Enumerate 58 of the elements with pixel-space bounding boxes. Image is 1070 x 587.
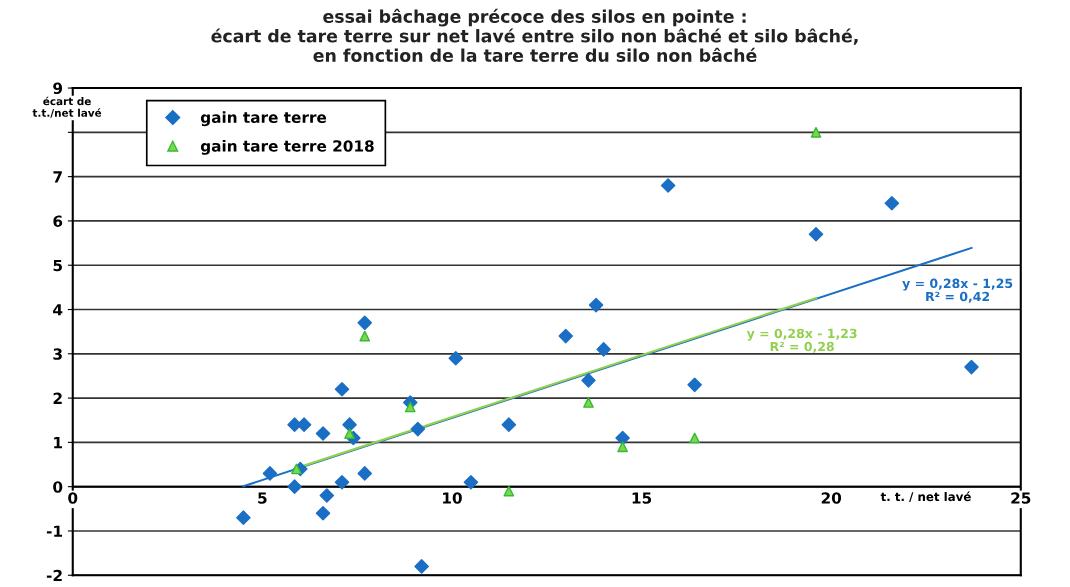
- point: [287, 479, 302, 494]
- y-tick-label: 6: [53, 215, 63, 227]
- point: [687, 377, 702, 393]
- point: [810, 126, 822, 138]
- x-axis-title: t. t. / net lavé: [880, 491, 971, 503]
- point: [596, 342, 611, 357]
- point: [342, 417, 357, 432]
- y-tick-label: -2: [46, 569, 62, 582]
- point: [357, 315, 373, 331]
- legend-label: gain tare terre 2018: [200, 139, 374, 155]
- point: [334, 381, 350, 397]
- point: [359, 330, 371, 342]
- point: [404, 401, 416, 413]
- y-axis-title: écart de t.t./net lavé: [32, 96, 102, 118]
- y-tick-label: 2: [53, 392, 62, 404]
- point: [583, 397, 594, 408]
- point: [617, 441, 628, 453]
- x-tick-label: 15: [632, 492, 652, 504]
- point: [964, 359, 979, 375]
- x-tick-label: 0: [68, 492, 78, 504]
- point: [463, 474, 479, 490]
- point: [410, 421, 426, 437]
- x-tick-label: 20: [821, 492, 842, 504]
- point: [357, 466, 373, 481]
- y-tick-label: 0: [53, 481, 63, 493]
- point: [448, 350, 464, 366]
- legend-label: gain tare terre: [200, 111, 327, 127]
- x-tick-label: 25: [1011, 492, 1031, 504]
- point: [262, 466, 278, 481]
- annotation: y = 0,28x - 1,23 R² = 0,28: [746, 328, 857, 353]
- point: [315, 505, 331, 521]
- point: [689, 432, 701, 444]
- point: [808, 226, 824, 242]
- y-tick-label: 4: [53, 304, 63, 316]
- y-tick-label: 9: [53, 82, 63, 95]
- point: [291, 463, 302, 475]
- y-tick-label: 3: [53, 348, 62, 360]
- x-tick-label: 5: [258, 492, 267, 504]
- point: [588, 297, 604, 313]
- y-tick-label: -1: [46, 525, 62, 537]
- annotation: y = 0,28x - 1,25 R² = 0,42: [902, 278, 1013, 303]
- point: [660, 178, 676, 193]
- point: [334, 474, 350, 490]
- point: [319, 488, 335, 503]
- point: [501, 417, 517, 432]
- point: [315, 426, 331, 441]
- point: [581, 373, 596, 388]
- y-tick-label: 7: [53, 171, 62, 183]
- y-tick-label: 5: [53, 259, 62, 272]
- point: [503, 485, 515, 497]
- point: [414, 559, 429, 574]
- point: [558, 328, 574, 344]
- chart-title: essai bâchage précoce des silos en pointe : écart de tare terre sur net lavé entre silo non bâché et silo bâché, en fonction de la tare terre du silo non bâché: [211, 8, 858, 62]
- point: [236, 510, 251, 525]
- y-tick-label: 1: [54, 437, 62, 449]
- x-tick-label: 10: [443, 492, 462, 504]
- point: [884, 195, 900, 211]
- point: [615, 430, 630, 446]
